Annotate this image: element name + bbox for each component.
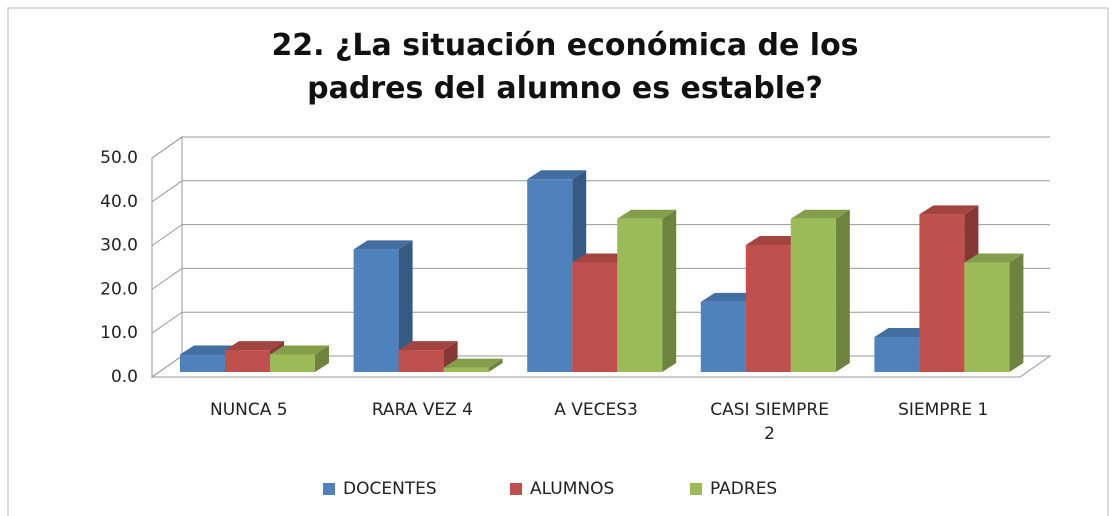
- bar: [270, 345, 329, 372]
- bar-side: [488, 358, 503, 372]
- bar-side: [662, 209, 677, 372]
- y-tick-label: 40.0: [100, 192, 138, 212]
- bar-top: [572, 253, 632, 263]
- y-tick-label: 20.0: [100, 279, 138, 299]
- bar-front: [790, 218, 836, 372]
- bar-top: [745, 235, 805, 245]
- grid-line: [151, 136, 1050, 159]
- legend-label: ALUMNOS: [530, 479, 614, 499]
- bar-front: [745, 244, 791, 372]
- y-tick-label: 0.0: [111, 367, 138, 387]
- back-wall: [151, 136, 183, 377]
- bar-front: [919, 214, 965, 372]
- bar-front: [700, 301, 746, 372]
- y-tick-label: 50.0: [100, 148, 138, 168]
- grid-line: [151, 180, 1050, 203]
- bar-front: [225, 350, 270, 372]
- bar-front: [398, 350, 444, 372]
- bar: [964, 253, 1024, 372]
- y-tick-label: 30.0: [100, 236, 138, 256]
- bar-top: [874, 327, 934, 337]
- bar-top: [919, 205, 979, 215]
- bar-top: [180, 345, 239, 355]
- chart-title: 22. ¿La situación económica de los padre…: [271, 28, 859, 106]
- bar-top: [964, 253, 1024, 263]
- bar-front: [617, 218, 663, 372]
- bar-front: [180, 354, 225, 372]
- x-tick-label: NUNCA 5: [209, 400, 288, 420]
- bar-top: [527, 170, 587, 180]
- bar-side: [835, 209, 850, 372]
- bar: [443, 358, 503, 372]
- bar-front: [964, 262, 1010, 372]
- bar-front: [443, 367, 489, 372]
- legend-label: DOCENTES: [343, 479, 437, 499]
- y-tick-label: 10.0: [100, 323, 138, 343]
- legend-swatch: [690, 483, 702, 495]
- bar: [790, 209, 850, 372]
- legend-swatch: [510, 483, 522, 495]
- bar-front: [874, 336, 920, 372]
- bar-front: [572, 262, 618, 372]
- bar-top: [617, 209, 677, 219]
- bar-top: [790, 209, 850, 219]
- grid-line: [151, 224, 1050, 247]
- x-tick-label: CASI SIEMPRE 2: [710, 400, 829, 444]
- bar-top: [353, 240, 413, 250]
- bar: [617, 209, 677, 372]
- bar: [398, 341, 458, 372]
- bar-front: [270, 354, 315, 372]
- bar-top: [398, 341, 458, 351]
- bar-top: [700, 292, 760, 302]
- legend-label: PADRES: [710, 479, 777, 499]
- bar-front: [527, 179, 573, 372]
- bar-top: [270, 345, 329, 355]
- bar-side: [398, 240, 413, 372]
- bar-front: [353, 249, 399, 372]
- bar-side: [1009, 253, 1024, 372]
- bar-side: [315, 345, 329, 372]
- x-tick-label: RARA VEZ 4: [371, 400, 473, 420]
- chart-frame: [7, 7, 1109, 516]
- bar-top: [225, 341, 284, 351]
- bar-top: [443, 358, 503, 368]
- x-tick-label: A VECES3: [554, 400, 638, 420]
- bar: [353, 240, 413, 372]
- x-tick-label: SIEMPRE 1: [898, 400, 989, 420]
- legend-swatch: [323, 483, 335, 495]
